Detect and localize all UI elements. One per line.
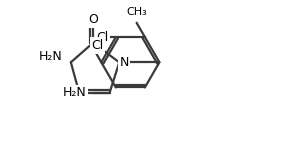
Text: Cl: Cl (92, 39, 104, 52)
Text: CH₃: CH₃ (126, 7, 147, 17)
Text: H₂N: H₂N (39, 50, 63, 63)
Text: H₂N: H₂N (62, 86, 86, 99)
Text: Cl: Cl (96, 31, 109, 44)
Text: O: O (88, 13, 98, 26)
Text: N: N (70, 86, 79, 99)
Text: N: N (119, 56, 129, 69)
